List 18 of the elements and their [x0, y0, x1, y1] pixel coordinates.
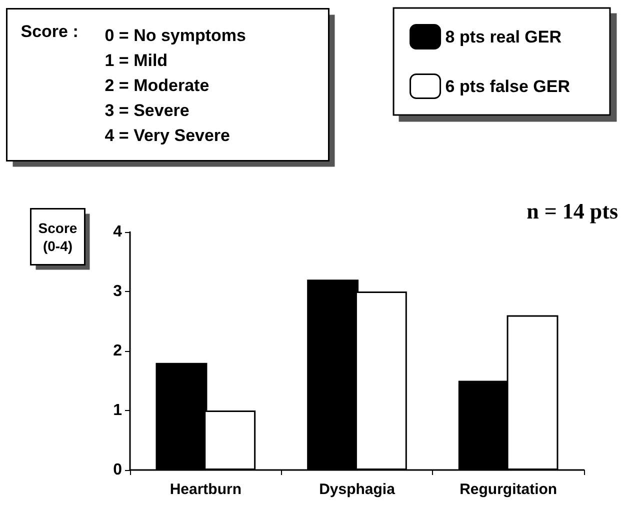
legend-label: 8 pts real GER	[445, 27, 562, 46]
x-tick-label: Dysphagia	[319, 481, 396, 498]
legend-label: 6 pts false GER	[445, 76, 570, 96]
text: 0 = No symptoms	[104, 26, 246, 45]
text: n = 14 pts	[526, 198, 618, 224]
y-tick-label: 4	[113, 224, 122, 240]
text: 1 = Mild	[104, 50, 168, 70]
text: 2 = Moderate	[104, 76, 210, 95]
y-tick-label: 2	[113, 342, 122, 360]
y-tick-label: 1	[113, 402, 122, 419]
y-axis-title: Score (0-4)	[38, 220, 78, 254]
text: 3 = Severe	[104, 100, 190, 120]
x-tick-label: Regurgitation	[460, 481, 558, 498]
text: Score :	[20, 22, 78, 41]
text: 4 = Very Severe	[104, 126, 230, 145]
y-tick-label: 3	[113, 283, 122, 300]
y-tick-label: 0	[113, 462, 122, 478]
x-tick-label: Heartburn	[170, 481, 242, 498]
